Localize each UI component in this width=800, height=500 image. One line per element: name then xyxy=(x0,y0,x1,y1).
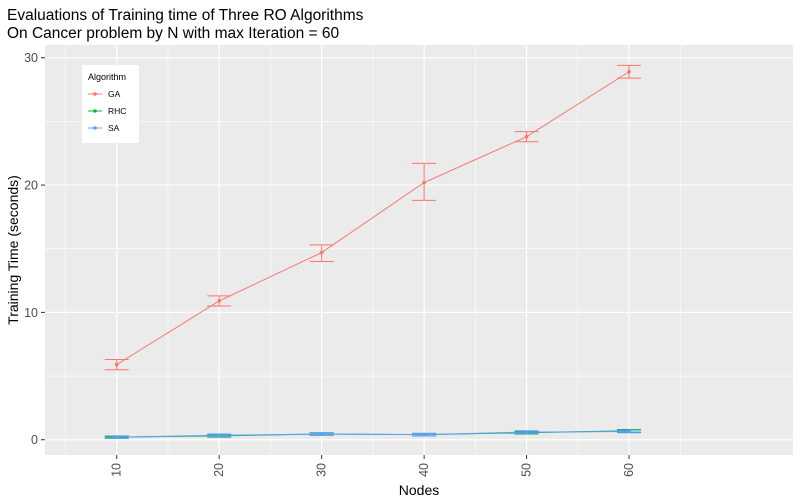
data-point-ga xyxy=(422,180,426,185)
x-axis-ticks: 10 20 30 40 50 60 xyxy=(110,455,636,477)
data-point-sa xyxy=(319,432,324,436)
legend-label-ga: GA xyxy=(108,89,121,99)
legend-key-point-sa xyxy=(93,126,97,130)
data-point-sa xyxy=(627,429,631,434)
data-point-sa xyxy=(524,430,529,434)
y-tick-label: 10 xyxy=(24,306,38,320)
chart-subtitle: On Cancer problem by N with max Iteratio… xyxy=(7,25,339,42)
series-line-sa xyxy=(116,430,630,438)
data-point-sa xyxy=(114,435,119,439)
y-tick-label: 30 xyxy=(24,51,38,65)
y-axis-ticks: 0 10 20 30 xyxy=(24,51,45,447)
legend-items: GA RHC SA xyxy=(88,89,126,133)
y-tick-label: 0 xyxy=(31,433,38,447)
data-point-ga xyxy=(627,69,631,74)
legend-title: Algorithm xyxy=(88,72,126,82)
legend: Algorithm GA RHC SA xyxy=(82,65,139,143)
y-tick-label: 20 xyxy=(24,179,38,193)
data-point-sa xyxy=(422,432,426,437)
y-axis-title: Training Time (seconds) xyxy=(5,175,21,325)
x-axis-title: Nodes xyxy=(399,482,439,498)
legend-label-rhc: RHC xyxy=(108,106,126,116)
data-point-ga xyxy=(524,134,529,139)
data-point-ga xyxy=(114,362,119,367)
chart-title: Evaluations of Training time of Three RO… xyxy=(7,7,364,24)
data-point-ga xyxy=(319,250,324,255)
series-line-ga xyxy=(116,71,630,366)
x-tick-label: 30 xyxy=(315,463,329,477)
legend-key-point-rhc xyxy=(93,109,97,113)
x-tick-label: 60 xyxy=(622,463,636,477)
legend-box xyxy=(82,65,139,143)
x-tick-label: 50 xyxy=(520,463,534,477)
series-layer xyxy=(104,64,642,439)
legend-label-sa: SA xyxy=(108,123,120,133)
plot-panel xyxy=(45,45,793,455)
x-tick-label: 40 xyxy=(417,463,431,477)
legend-key-point-ga xyxy=(93,92,97,96)
data-point-ga xyxy=(217,299,221,303)
x-tick-label: 10 xyxy=(110,463,124,477)
data-point-sa xyxy=(217,433,221,438)
x-tick-label: 20 xyxy=(212,463,226,477)
